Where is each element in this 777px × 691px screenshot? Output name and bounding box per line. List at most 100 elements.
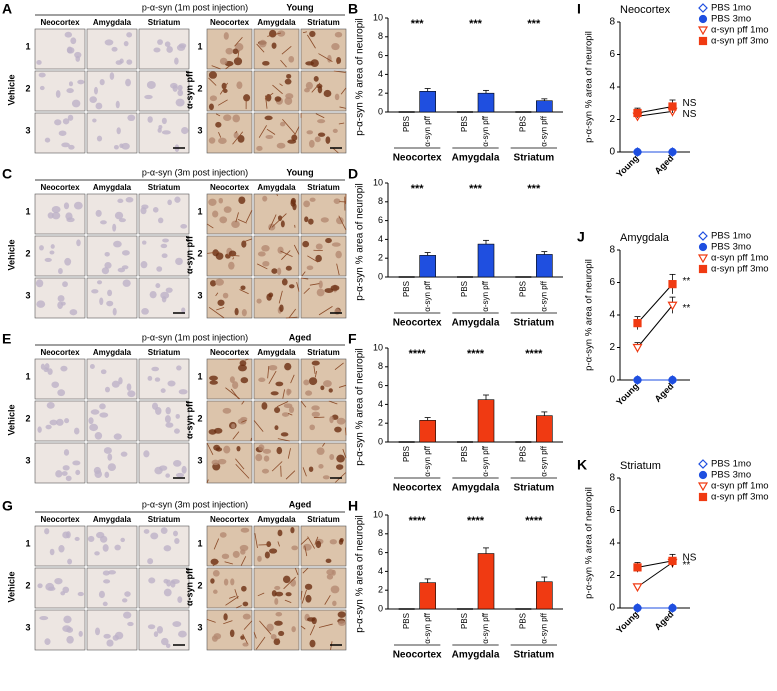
fiber (333, 148, 339, 154)
cell (39, 616, 49, 621)
cell (330, 585, 340, 594)
fiber (285, 316, 298, 319)
legend-label: α-syn pff 3mo (711, 264, 769, 275)
cell (157, 39, 163, 45)
fiber (256, 43, 265, 53)
cell (317, 132, 326, 137)
cell (120, 537, 125, 543)
x-tick-label: α-syn pff (481, 115, 490, 146)
cell (334, 31, 343, 38)
fiber (281, 46, 292, 55)
cell (336, 454, 345, 463)
cell (112, 307, 117, 316)
cell (44, 528, 50, 535)
x-tick-label: α-syn pff (481, 612, 490, 643)
cell (66, 88, 74, 94)
cell (104, 251, 110, 257)
cell (104, 471, 110, 478)
cell (57, 301, 64, 309)
cell (164, 415, 171, 423)
fiber (266, 128, 276, 135)
cell (181, 307, 186, 313)
y-tick-label: 2 (609, 114, 615, 125)
cell (315, 540, 322, 549)
cell (320, 385, 325, 391)
cell (151, 366, 160, 372)
cell (111, 380, 120, 388)
cell (163, 545, 172, 552)
cell (212, 210, 219, 218)
cell (263, 455, 270, 462)
cell (61, 142, 70, 148)
cell (96, 280, 103, 285)
annotation: NS (683, 553, 697, 564)
y-tick-label: 10 (373, 12, 383, 22)
cell (265, 134, 274, 140)
fiber (225, 596, 239, 606)
bar (477, 399, 495, 443)
data-point (632, 343, 643, 353)
cell (208, 71, 218, 79)
cell (113, 240, 122, 248)
panel-title: p-α-syn (3m post injection) (142, 499, 248, 509)
data-point (668, 147, 677, 157)
fiber (232, 431, 240, 440)
fiber (253, 420, 264, 432)
micrograph (34, 28, 86, 70)
cell (100, 369, 107, 375)
cell (223, 114, 232, 122)
group-label: α-syn pff (184, 567, 194, 606)
column-header: Neocortex (40, 348, 80, 357)
cell (153, 47, 161, 53)
cell (165, 422, 174, 428)
cell (261, 402, 268, 410)
age-label: Young (286, 2, 313, 12)
fiber (271, 213, 287, 228)
fiber (242, 633, 248, 644)
cell (99, 412, 109, 418)
cell (280, 432, 289, 437)
y-tick-label: 6 (378, 380, 383, 390)
cell (70, 37, 77, 45)
cell (155, 406, 162, 415)
micrograph (253, 70, 300, 112)
fiber (336, 263, 340, 276)
data-point (633, 147, 642, 157)
y-tick-label: 10 (373, 509, 383, 519)
cell (122, 279, 131, 287)
group-label: Neocortex (393, 650, 442, 661)
fiber (218, 99, 228, 106)
row-label: 1 (197, 371, 202, 381)
cell (328, 388, 333, 393)
cell (175, 413, 180, 419)
cell (318, 280, 323, 289)
cell (215, 278, 224, 286)
cell (50, 244, 55, 249)
y-tick-label: 8 (378, 196, 383, 206)
cell (274, 407, 281, 414)
row-label: 3 (25, 290, 30, 300)
cell (275, 591, 284, 597)
cell (165, 287, 173, 293)
cell (153, 631, 159, 638)
cell (102, 570, 110, 576)
x-tick-label: PBS (402, 446, 411, 462)
column-header: Neocortex (40, 183, 80, 192)
cell (233, 57, 243, 66)
cell (44, 638, 51, 645)
micrograph (86, 442, 138, 484)
fiber (342, 448, 347, 459)
cell (95, 627, 101, 636)
cell (222, 407, 232, 414)
cell (285, 592, 292, 597)
cell (36, 300, 46, 308)
legend-label: PBS 1mo (711, 3, 751, 14)
row-label: 2 (197, 83, 202, 93)
cell (101, 267, 110, 275)
data-point (633, 563, 642, 572)
cell (229, 629, 235, 638)
cell (291, 626, 296, 633)
cell (270, 391, 279, 396)
fiber (290, 374, 295, 384)
cell (208, 103, 214, 111)
